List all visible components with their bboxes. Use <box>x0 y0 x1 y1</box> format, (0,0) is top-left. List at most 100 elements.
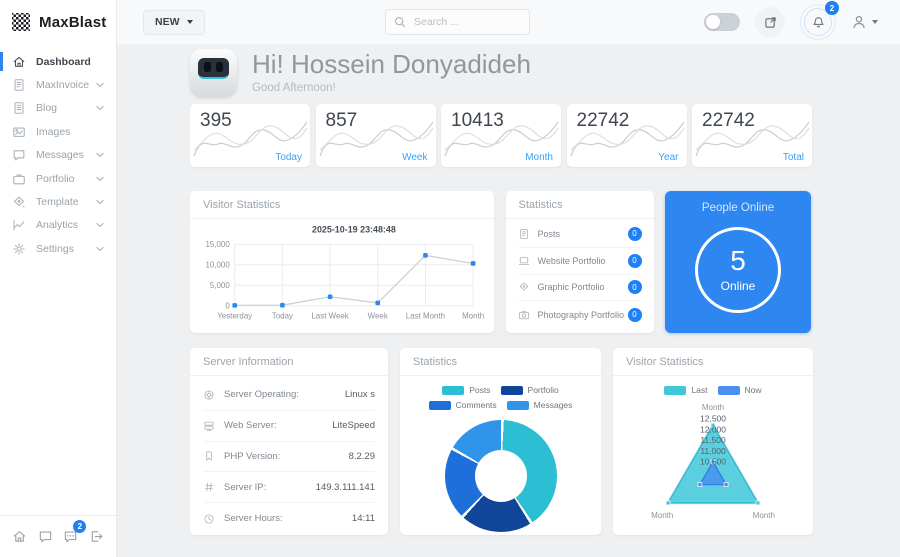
card-title: Server Information <box>190 348 388 376</box>
stat-period-link[interactable]: Week <box>402 152 428 163</box>
robot-eye <box>204 62 211 72</box>
sidebar-item-images[interactable]: Images <box>0 120 116 143</box>
legend-item[interactable]: Now <box>717 385 762 395</box>
statistics-list-card: Statistics Posts 0 Website Portfolio 0 <box>505 191 654 333</box>
robot-visor <box>198 57 229 79</box>
stat-period-link[interactable]: Month <box>525 152 553 163</box>
clock-icon <box>204 514 214 524</box>
list-item-label: Graphic Portfolio <box>537 282 605 293</box>
svg-text:Month: Month <box>753 511 775 520</box>
card-title: Statistics <box>400 348 601 376</box>
globe-icon <box>204 390 214 400</box>
radar-legend: Last Now <box>613 376 813 395</box>
list-item-photography-portfolio[interactable]: Photography Portfolio 0 <box>518 301 642 328</box>
dashboard-content: Hi! Hossein Donyadideh Good Afternoon! 3… <box>117 44 900 557</box>
topbar: NEW 2 <box>117 0 900 44</box>
invoice-icon <box>12 78 27 92</box>
legend-item[interactable]: Last <box>664 385 708 395</box>
people-online-card: People Online 5 Online <box>665 191 811 333</box>
chevron-down-icon <box>96 176 104 182</box>
count-badge: 0 <box>627 307 642 322</box>
new-button[interactable]: NEW <box>143 9 205 35</box>
home-icon[interactable] <box>12 529 27 544</box>
home-icon <box>12 55 27 69</box>
chat-icon[interactable] <box>38 529 53 544</box>
bell-icon <box>812 16 824 27</box>
sidebar-item-messages[interactable]: Messages <box>0 144 116 167</box>
search-icon <box>394 16 406 28</box>
sidebar-item-maxinvoice[interactable]: MaxInvoice <box>0 73 116 96</box>
row-three: Server Information Server Operating: Lin… <box>190 348 900 535</box>
sidebar-item-label: Settings <box>36 242 74 255</box>
online-counter-circle: 5 Online <box>695 227 781 313</box>
search-input[interactable] <box>412 15 521 29</box>
notifications-button[interactable]: 2 <box>800 1 839 40</box>
legend-swatch <box>664 385 687 395</box>
user-menu[interactable] <box>851 14 878 30</box>
statistics-donut-chart <box>444 420 557 532</box>
theme-toggle[interactable] <box>704 13 740 31</box>
caret-down-icon <box>186 20 193 24</box>
sidebar-item-analytics[interactable]: Analytics <box>0 214 116 237</box>
count-badge: 0 <box>627 226 642 241</box>
server-info-label: Server IP: <box>224 481 267 493</box>
list-item-posts[interactable]: Posts 0 <box>517 221 642 248</box>
sparkline-chart <box>193 121 308 157</box>
stat-period-link[interactable]: Total <box>782 152 804 163</box>
sidebar-item-label: Dashboard <box>36 55 91 68</box>
messages-icon <box>12 148 27 162</box>
visitor-statistics-card: Visitor Statistics 2025-10-19 23:48:48 0 5… <box>190 191 494 333</box>
gear-icon <box>12 242 27 256</box>
legend-swatch <box>717 385 740 395</box>
svg-text:11,500: 11,500 <box>700 435 726 445</box>
stat-cards-row: 395 Today 857 Week 10413 Month 22742 <box>190 104 900 167</box>
stat-value: 395 <box>200 110 232 131</box>
logout-icon[interactable] <box>89 529 104 544</box>
stat-period-link[interactable]: Year <box>658 152 679 163</box>
legend-item[interactable]: Portfolio <box>500 385 559 395</box>
stat-period-link[interactable]: Today <box>275 152 302 163</box>
svg-text:0: 0 <box>225 302 230 311</box>
legend-label: Messages <box>533 400 573 410</box>
messages-icon[interactable]: 2 <box>63 520 87 544</box>
server-info-value: Linux s <box>344 389 375 401</box>
blog-icon <box>12 101 27 115</box>
chevron-down-icon <box>96 246 104 252</box>
visitor-radar-chart: Month Month Month 12,50012,00011,50011,0001… <box>651 403 775 520</box>
legend-item[interactable]: Posts <box>442 385 491 395</box>
sidebar-item-dashboard[interactable]: Dashboard <box>0 50 116 73</box>
legend-item[interactable]: Messages <box>506 400 573 410</box>
server-icon <box>204 421 214 431</box>
statistics-list: Posts 0 Website Portfolio 0 Graphic Port… <box>506 219 654 328</box>
sidebar-item-blog[interactable]: Blog <box>0 97 116 120</box>
topbar-controls: 2 <box>704 0 878 44</box>
svg-text:Today: Today <box>272 312 293 321</box>
server-info-value: LiteSpeed <box>332 420 375 432</box>
greeting-title: Hi! Hossein Donyadideh <box>252 48 531 79</box>
visitor-radar-card: Visitor Statistics Last Now Month Month Mo… <box>613 348 813 535</box>
count-badge: 0 <box>627 280 642 295</box>
list-item-graphic-portfolio[interactable]: Graphic Portfolio 0 <box>517 275 642 302</box>
list-item-label: Posts <box>537 228 561 239</box>
external-link-button[interactable] <box>755 7 785 37</box>
bookmark-icon <box>206 451 212 462</box>
camera-icon <box>518 310 529 319</box>
legend-swatch <box>506 400 529 410</box>
list-item-website-portfolio[interactable]: Website Portfolio 0 <box>517 248 642 275</box>
template-icon <box>12 195 27 209</box>
brand-logo[interactable]: MaxBlast <box>0 0 116 44</box>
server-info-label: PHP Version: <box>224 450 281 462</box>
server-info-list: Server Operating: Linux s Web Server: Li… <box>190 376 388 534</box>
sidebar-item-settings[interactable]: Settings <box>0 237 116 260</box>
sidebar-item-template[interactable]: Template <box>0 190 116 213</box>
hash-icon <box>204 482 214 492</box>
sidebar-item-portfolio[interactable]: Portfolio <box>0 167 116 190</box>
chevron-down-icon <box>96 152 104 158</box>
sidebar-item-label: Blog <box>36 102 58 115</box>
card-title: People Online <box>701 202 775 214</box>
notification-badge: 2 <box>825 1 839 15</box>
legend-item[interactable]: Comments <box>428 400 497 410</box>
chevron-down-icon <box>96 222 104 228</box>
svg-text:Yesterday: Yesterday <box>217 312 252 321</box>
legend-swatch <box>442 385 465 395</box>
